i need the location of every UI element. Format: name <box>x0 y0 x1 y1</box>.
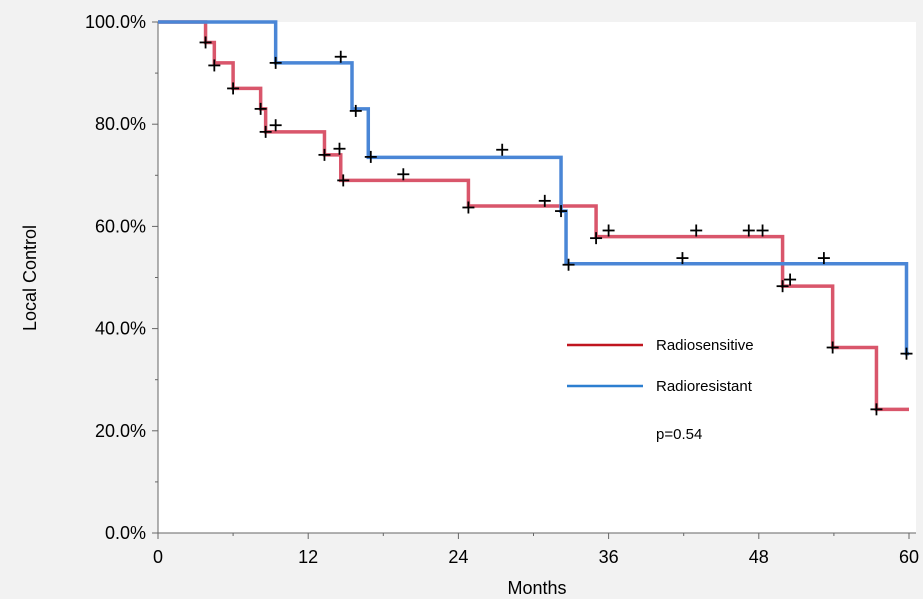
censor-mark <box>562 258 575 271</box>
censor-mark <box>776 280 789 293</box>
x-tick-label: 12 <box>298 547 318 567</box>
x-tick-label: 48 <box>749 547 769 567</box>
series-layer <box>158 20 909 412</box>
y-tick-label: 40.0% <box>95 319 146 339</box>
legend-label-radioresistant: Radioresistant <box>656 378 753 395</box>
censor-mark <box>397 168 410 181</box>
censor-mark <box>784 273 797 286</box>
censor-mark <box>496 143 509 156</box>
x-tick-label: 36 <box>599 547 619 567</box>
censor-mark <box>756 224 769 237</box>
censor-mark <box>538 194 551 207</box>
censor-mark <box>742 224 755 237</box>
y-tick-label: 20.0% <box>95 421 146 441</box>
y-tick-label: 80.0% <box>95 114 146 134</box>
censor-mark <box>199 36 212 49</box>
x-tick-label: 60 <box>899 547 919 567</box>
censor-mark <box>690 224 703 237</box>
km-curve-radiosensitive <box>158 20 909 412</box>
y-axis-ticks: 0.0% 20.0% 40.0% 60.0% 80.0% 100.0% <box>85 12 158 543</box>
censor-mark <box>870 403 883 416</box>
censor-mark <box>602 224 615 237</box>
x-tick-label: 24 <box>448 547 468 567</box>
y-tick-label: 60.0% <box>95 216 146 236</box>
p-value-annotation: p=0.54 <box>656 426 702 443</box>
censor-mark <box>462 201 475 214</box>
censor-mark <box>254 102 267 115</box>
y-tick-label: 0.0% <box>105 523 146 543</box>
censor-mark <box>333 142 346 155</box>
censor-mark <box>676 252 689 265</box>
x-tick-label: 0 <box>153 547 163 567</box>
legend-label-radiosensitive: Radiosensitive <box>656 337 754 354</box>
censor-mark <box>334 50 347 63</box>
censor-mark <box>817 252 830 265</box>
censor-mark <box>826 341 839 354</box>
x-axis-label: Months <box>507 578 566 598</box>
censor-mark <box>269 119 282 132</box>
legend: Radiosensitive Radioresistant p=0.54 <box>567 337 754 443</box>
censor-mark <box>269 56 282 69</box>
censor-mark <box>227 82 240 95</box>
censor-mark <box>208 59 221 72</box>
censor-mark <box>318 148 331 161</box>
x-axis-ticks: 0 12 24 36 48 60 <box>153 533 919 567</box>
censor-mark <box>259 125 272 138</box>
km-curve-radioresistant <box>158 20 909 356</box>
y-axis-label: Local Control <box>20 225 40 331</box>
censor-mark <box>349 104 362 117</box>
censor-mark <box>590 232 603 245</box>
censor-mark <box>555 205 568 218</box>
censor-mark <box>337 174 350 187</box>
censor-marks <box>199 36 913 416</box>
censor-mark <box>900 347 913 360</box>
plot-area <box>158 22 916 533</box>
censor-mark <box>364 150 377 163</box>
y-tick-label: 100.0% <box>85 12 146 32</box>
